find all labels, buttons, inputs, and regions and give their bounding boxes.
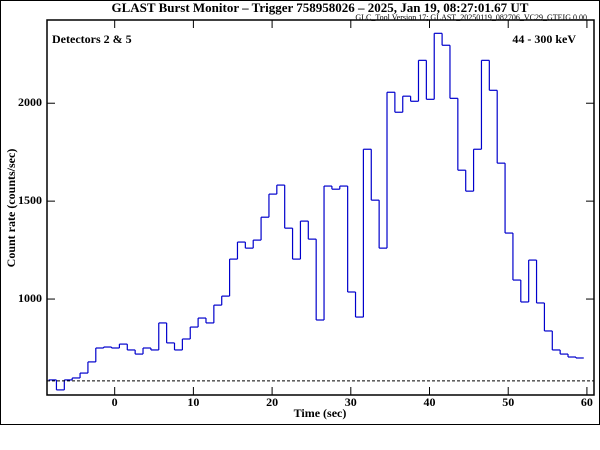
y-tick-label: 2000 <box>18 95 42 109</box>
x-tick-label: 0 <box>112 395 118 409</box>
x-tick-label: 60 <box>581 395 593 409</box>
chart-title: GLAST Burst Monitor – Trigger 758958026 … <box>112 0 529 15</box>
y-axis-label: Count rate (counts/sec) <box>4 149 18 268</box>
page-frame <box>0 0 600 425</box>
x-tick-label: 10 <box>187 395 199 409</box>
chart-subtitle: GLC_Tool Version 17; GLAST_20250119_0827… <box>355 13 587 22</box>
x-tick-label: 50 <box>502 395 514 409</box>
x-tick-label: 20 <box>266 395 278 409</box>
x-tick-label: 30 <box>345 395 357 409</box>
y-tick-label: 1000 <box>18 291 42 305</box>
x-axis-label: Time (sec) <box>294 406 347 420</box>
annotation: 44 - 300 keV <box>512 32 576 46</box>
annotation: Detectors 2 & 5 <box>52 32 132 46</box>
plot-frame <box>46 19 595 396</box>
plot-area <box>47 32 594 391</box>
x-tick-label: 40 <box>424 395 436 409</box>
y-tick-label: 1500 <box>18 193 42 207</box>
